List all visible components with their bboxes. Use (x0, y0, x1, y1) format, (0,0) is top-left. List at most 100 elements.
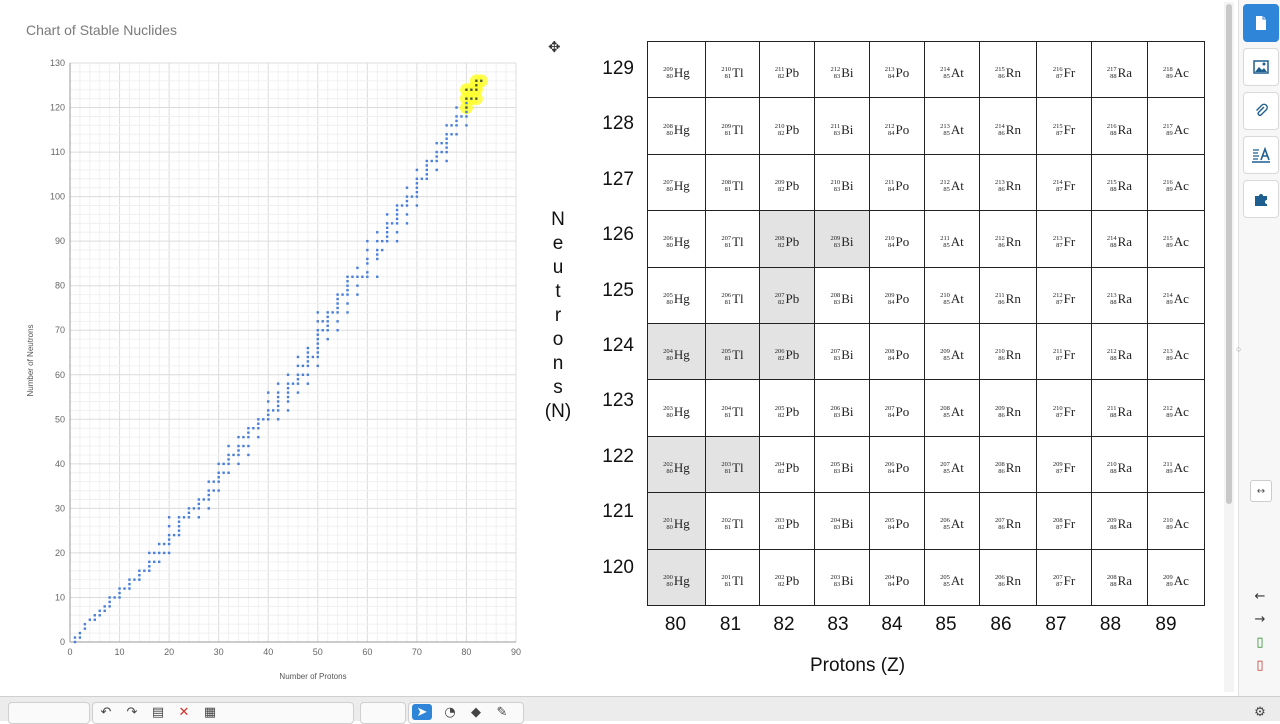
data-point (400, 204, 404, 207)
mass-number: 213 (995, 178, 1005, 186)
element-symbol: Po (895, 290, 910, 306)
mass-number: 204 (830, 517, 841, 525)
data-point (415, 168, 419, 172)
nuclide-notation: 200 80 Hg (663, 573, 690, 589)
neutron-number-label: 128 (602, 113, 634, 135)
atomic-number: 86 (998, 298, 1005, 306)
data-point (167, 538, 171, 541)
data-point (177, 525, 181, 528)
highlighted-data-point (465, 88, 468, 91)
extensions-button[interactable] (1243, 180, 1279, 218)
move-cursor-icon: ✥ (548, 38, 561, 56)
paste-button[interactable]: ▤ (148, 704, 168, 720)
data-point (271, 409, 275, 412)
element-symbol: Rn (1005, 459, 1021, 475)
settings-button[interactable]: ⚙ (1250, 704, 1270, 720)
atomic-number: 87 (1056, 467, 1063, 475)
data-point (207, 498, 210, 501)
nuclide-notation: 202 81 Tl (721, 516, 743, 532)
atomic-number: 81 (724, 185, 732, 193)
panel-resize-handle[interactable]: ○ (1236, 344, 1242, 354)
delete-button[interactable]: ✕ (174, 704, 194, 720)
insert-table-button[interactable]: ▦ (200, 704, 220, 720)
nuclide-cell: 209 86 Rn (979, 379, 1037, 437)
atomic-number: 81 (724, 298, 732, 306)
data-point (445, 146, 448, 149)
nuclide-indices: 206 83 (830, 405, 840, 419)
nuclide-notation: 207 80 Hg (663, 178, 690, 194)
nuclide-notation: 204 82 Pb (775, 460, 799, 476)
expand-panel-button[interactable]: ↔ (1250, 480, 1272, 502)
scrollbar-thumb[interactable] (1226, 4, 1232, 504)
nuclide-cell: 210 85 At (924, 266, 980, 324)
nuclide-notation: 213 88 Ra (1107, 291, 1132, 307)
nuclide-notation: 204 81 Tl (721, 404, 743, 420)
y-tick-label: 0 (60, 637, 65, 647)
attachment-button[interactable] (1243, 92, 1279, 130)
nuclide-cell: 211 89 Ac (1147, 435, 1205, 494)
nuclide-notation: 206 81 Tl (721, 291, 743, 307)
nuclide-notation: 207 85 At (940, 460, 964, 476)
element-symbol: Tl (732, 572, 744, 588)
redo-button[interactable]: ↷ (122, 704, 142, 720)
nuclide-notation: 210 81 Tl (721, 65, 743, 81)
nuclide-indices: 209 85 (940, 348, 950, 362)
neutron-number-label: 121 (602, 501, 634, 523)
atomic-number: 84 (888, 129, 895, 137)
atomic-number: 82 (778, 185, 785, 193)
data-point (336, 302, 339, 305)
x-tick-label: 20 (164, 647, 174, 657)
mass-number: 212 (1163, 404, 1173, 412)
fill-tool-button[interactable]: ◆ (466, 704, 486, 720)
mass-number: 207 (884, 404, 895, 412)
mass-number: 210 (721, 66, 732, 74)
nuclide-indices: 211 82 (775, 66, 785, 80)
data-point (450, 133, 453, 136)
paste-icon: ▤ (151, 704, 165, 720)
mass-number: 215 (1052, 122, 1063, 130)
nuclide-notation: 215 87 Fr (1053, 122, 1075, 138)
atomic-number: 88 (1110, 185, 1117, 193)
data-point (376, 257, 379, 261)
next-page-button[interactable]: → (1252, 611, 1268, 627)
data-point (207, 507, 210, 510)
pen-tool-button[interactable]: ✎ (492, 704, 512, 720)
data-point (93, 618, 96, 621)
mass-number: 208 (940, 404, 950, 412)
data-point (311, 355, 315, 359)
delete-page-button[interactable]: ▯ (1252, 657, 1268, 673)
atomic-number: 88 (1110, 298, 1117, 306)
document-button[interactable] (1243, 4, 1279, 42)
nuclide-cell: 212 89 Ac (1147, 379, 1205, 437)
element-symbol: Rn (1005, 572, 1021, 588)
element-symbol: Po (895, 65, 910, 81)
nuclide-indices: 213 89 (1163, 348, 1173, 362)
mass-number: 212 (1106, 348, 1117, 356)
select-tool-button[interactable]: ➤ (412, 704, 432, 720)
data-point (286, 386, 290, 390)
nuclide-indices: 208 83 (830, 292, 840, 306)
data-point (222, 471, 225, 474)
atomic-number: 83 (833, 298, 841, 306)
mass-number: 215 (1106, 178, 1117, 186)
nuclide-cell: 212 84 Po (869, 97, 925, 155)
text-style-button[interactable] (1243, 136, 1279, 174)
image-button[interactable] (1243, 48, 1279, 86)
undo-button[interactable]: ↶ (96, 704, 116, 720)
data-point (93, 614, 96, 617)
previous-page-button[interactable]: ← (1252, 588, 1268, 604)
nuclide-cell: 209 87 Fr (1036, 435, 1092, 494)
data-point (276, 395, 280, 399)
data-point (237, 453, 240, 457)
shape-tool-button[interactable]: ◔ (440, 704, 460, 720)
data-point (455, 106, 458, 109)
data-point (227, 471, 230, 474)
add-page-button[interactable]: ▯ (1252, 634, 1268, 650)
data-point (385, 213, 389, 216)
nuclide-cell: 213 88 Ra (1091, 266, 1148, 324)
data-point (326, 329, 329, 332)
mass-number: 210 (940, 291, 950, 299)
nuclide-notation: 212 88 Ra (1107, 347, 1132, 363)
data-point (306, 373, 310, 376)
nuclide-notation: 215 89 Ac (1163, 234, 1189, 250)
